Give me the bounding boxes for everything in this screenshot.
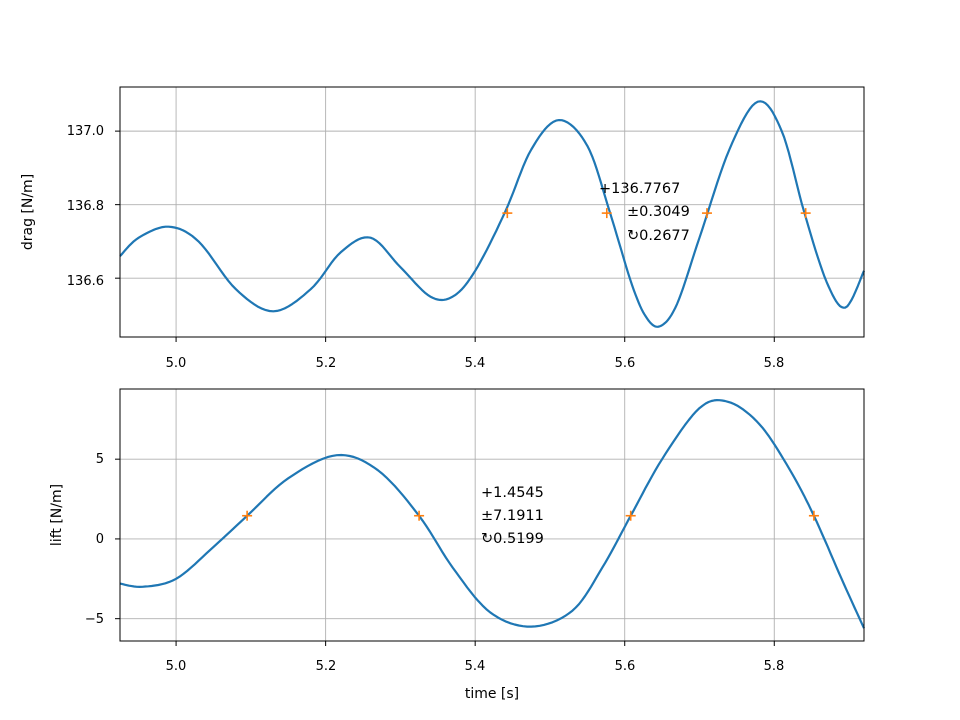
drag-x-tick-labels: 5.0 5.2 5.4 5.6 5.8	[166, 356, 785, 371]
lift-y-axis-label: lift [N/m]	[49, 484, 65, 546]
lift-annotation-mean: +1.4545	[481, 485, 544, 501]
drag-plot-area	[120, 87, 864, 337]
lift-axes-frame	[119, 388, 865, 642]
drag-x-tick-label: 5.0	[166, 356, 187, 371]
lift-x-tick-label: 5.4	[465, 659, 486, 674]
drag-series-line	[119, 100, 866, 328]
lift-panel: 5.0 5.2 5.4 5.6 5.8 −5 0 5 lift [N/m] ti…	[49, 388, 865, 702]
lift-annotation-amplitude: ±7.1911	[481, 508, 544, 524]
lift-x-tick-label: 5.6	[615, 659, 636, 674]
lift-y-tick-label: 5	[96, 452, 104, 467]
drag-y-tick-label: 136.8	[67, 199, 104, 214]
lift-y-tick-labels: −5 0 5	[85, 452, 104, 627]
lift-series-line	[119, 399, 865, 629]
drag-ticks	[115, 130, 775, 342]
lift-x-tick-label: 5.0	[166, 659, 187, 674]
drag-x-tick-label: 5.6	[615, 356, 636, 371]
drag-annotation-mean: +136.7767	[599, 181, 680, 197]
lift-x-tick-label: 5.8	[764, 659, 785, 674]
drag-x-tick-label: 5.4	[465, 356, 486, 371]
drag-y-tick-labels: 136.6 136.8 137.0	[67, 124, 104, 289]
lift-crossing-markers	[242, 510, 819, 521]
lift-marker	[242, 510, 253, 521]
lift-annotation-period: ↻0.5199	[481, 531, 544, 547]
drag-grid	[120, 87, 864, 337]
drag-marker	[701, 208, 712, 219]
drag-y-axis-label: drag [N/m]	[20, 174, 36, 250]
drag-marker	[601, 208, 612, 219]
drag-annotation: +136.7767 ±0.3049 ↻0.2677	[599, 181, 690, 244]
lift-y-tick-label: 0	[96, 532, 104, 547]
lift-grid	[120, 389, 864, 641]
drag-annotation-period: ↻0.2677	[627, 228, 690, 244]
drag-x-tick-label: 5.8	[764, 356, 785, 371]
drag-annotation-amplitude: ±0.3049	[627, 204, 690, 220]
drag-y-tick-label: 136.6	[67, 274, 104, 289]
lift-y-tick-label: −5	[85, 612, 104, 627]
lift-x-axis-label: time [s]	[465, 686, 519, 702]
lift-marker	[414, 510, 425, 521]
lift-marker	[625, 510, 636, 521]
drag-marker	[800, 208, 811, 219]
lift-x-tick-label: 5.2	[316, 659, 337, 674]
lift-x-tick-labels: 5.0 5.2 5.4 5.6 5.8	[166, 659, 785, 674]
drag-y-tick-label: 137.0	[67, 124, 104, 139]
lift-marker	[808, 510, 819, 521]
drag-crossing-markers	[502, 208, 811, 219]
drag-marker	[502, 208, 513, 219]
drag-axes-frame	[119, 86, 865, 338]
lift-ticks	[115, 458, 775, 646]
drag-x-tick-label: 5.2	[316, 356, 337, 371]
lift-annotation: +1.4545 ±7.1911 ↻0.5199	[481, 485, 544, 547]
drag-panel: 5.0 5.2 5.4 5.6 5.8 136.6 136.8 137.0 dr…	[20, 86, 866, 371]
